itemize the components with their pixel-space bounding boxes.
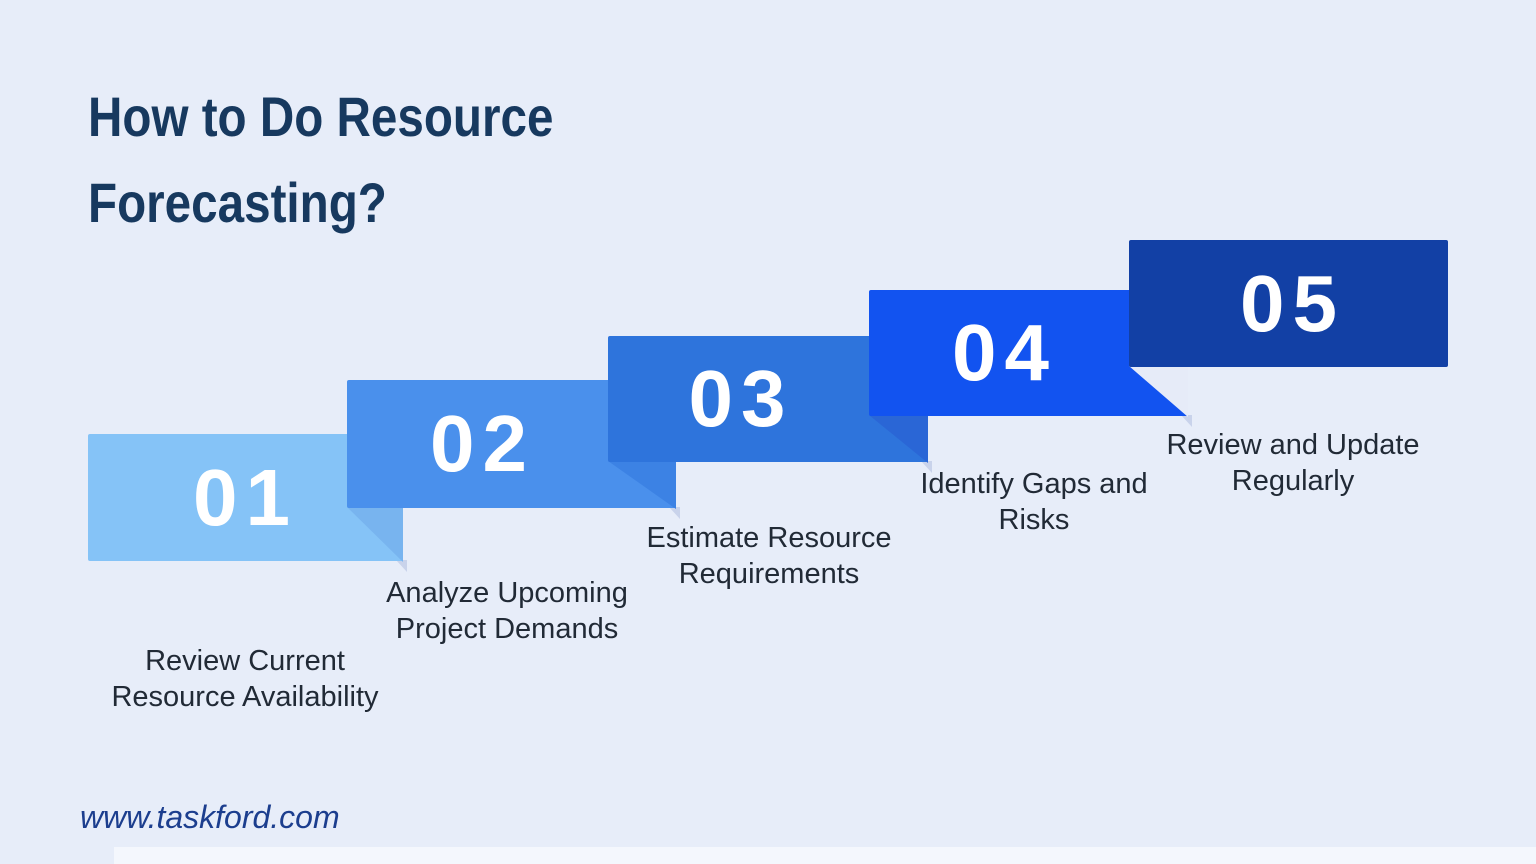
bottom-accent-strip: [114, 847, 1536, 864]
step-05-box: 05: [1129, 240, 1448, 367]
step-03-label-line2: Requirements: [678, 558, 860, 590]
website-url: www.taskford.com: [80, 799, 340, 835]
fold-tail-step-01: [396, 560, 407, 572]
step-02-label-line2: Project Demands: [395, 613, 619, 645]
step-04-label-line1: Identify Gaps and: [920, 468, 1148, 500]
step-05-number: 05: [1240, 258, 1345, 348]
step-01-label: Review Current Resource Availability: [75, 643, 415, 715]
step-02-number: 02: [430, 399, 535, 488]
fold-tail-step-03: [921, 461, 932, 473]
step-03-label: Estimate Resource Requirements: [599, 520, 939, 592]
step-04-number: 04: [952, 308, 1057, 397]
step-05-label-line1: Review and Update: [1166, 429, 1420, 461]
step-02-label-line1: Analyze Upcoming: [386, 577, 628, 609]
step-03-number: 03: [688, 354, 794, 443]
step-02-label: Analyze Upcoming Project Demands: [337, 575, 677, 647]
step-04-label: Identify Gaps and Risks: [864, 466, 1204, 538]
step-03-label-line1: Estimate Resource: [646, 522, 892, 554]
fold-tail-step-04: [1181, 415, 1192, 427]
step-05-label-line2: Regularly: [1231, 465, 1355, 497]
step-04-label-line2: Risks: [998, 504, 1070, 536]
step-05-label: Review and Update Regularly: [1123, 427, 1463, 499]
page-title: How to Do Resource Forecasting?: [88, 74, 553, 246]
step-01-label-line1: Review Current: [145, 645, 345, 677]
step-01-number: 01: [193, 452, 298, 542]
step-01-label-line2: Resource Availability: [111, 681, 379, 713]
fold-tail-step-02: [669, 507, 680, 519]
page-title-line2: Forecasting?: [88, 171, 387, 234]
page-title-line1: How to Do Resource: [88, 85, 554, 148]
